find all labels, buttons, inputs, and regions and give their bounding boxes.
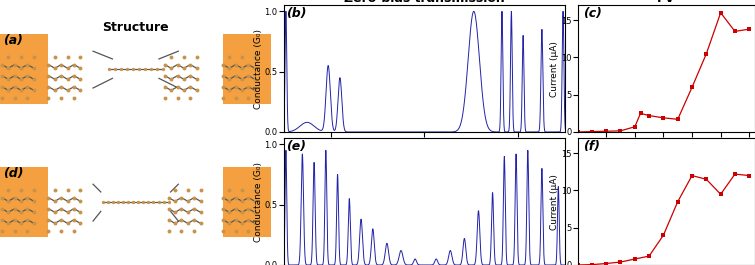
Text: (d): (d) (3, 167, 23, 180)
Text: (c): (c) (583, 7, 602, 20)
Bar (223, 167, 271, 237)
Y-axis label: Current (μA): Current (μA) (550, 41, 559, 96)
Title: Structure: Structure (103, 21, 169, 34)
Title: I-V: I-V (657, 0, 676, 5)
Text: (a): (a) (3, 34, 23, 47)
Text: (b): (b) (286, 7, 307, 20)
Bar (0, 167, 48, 237)
Y-axis label: Conductance (G₀): Conductance (G₀) (254, 29, 263, 109)
X-axis label: Voltage (V): Voltage (V) (639, 149, 693, 159)
Bar (0, 34, 48, 104)
Text: (e): (e) (286, 140, 307, 153)
X-axis label: Energy (eV): Energy (eV) (396, 149, 453, 159)
Title: Zero-bias transmission: Zero-bias transmission (344, 0, 505, 5)
Bar (223, 34, 271, 104)
Y-axis label: Conductance (G₀): Conductance (G₀) (254, 162, 263, 242)
Text: (f): (f) (583, 140, 600, 153)
Y-axis label: Current (μA): Current (μA) (550, 174, 559, 229)
